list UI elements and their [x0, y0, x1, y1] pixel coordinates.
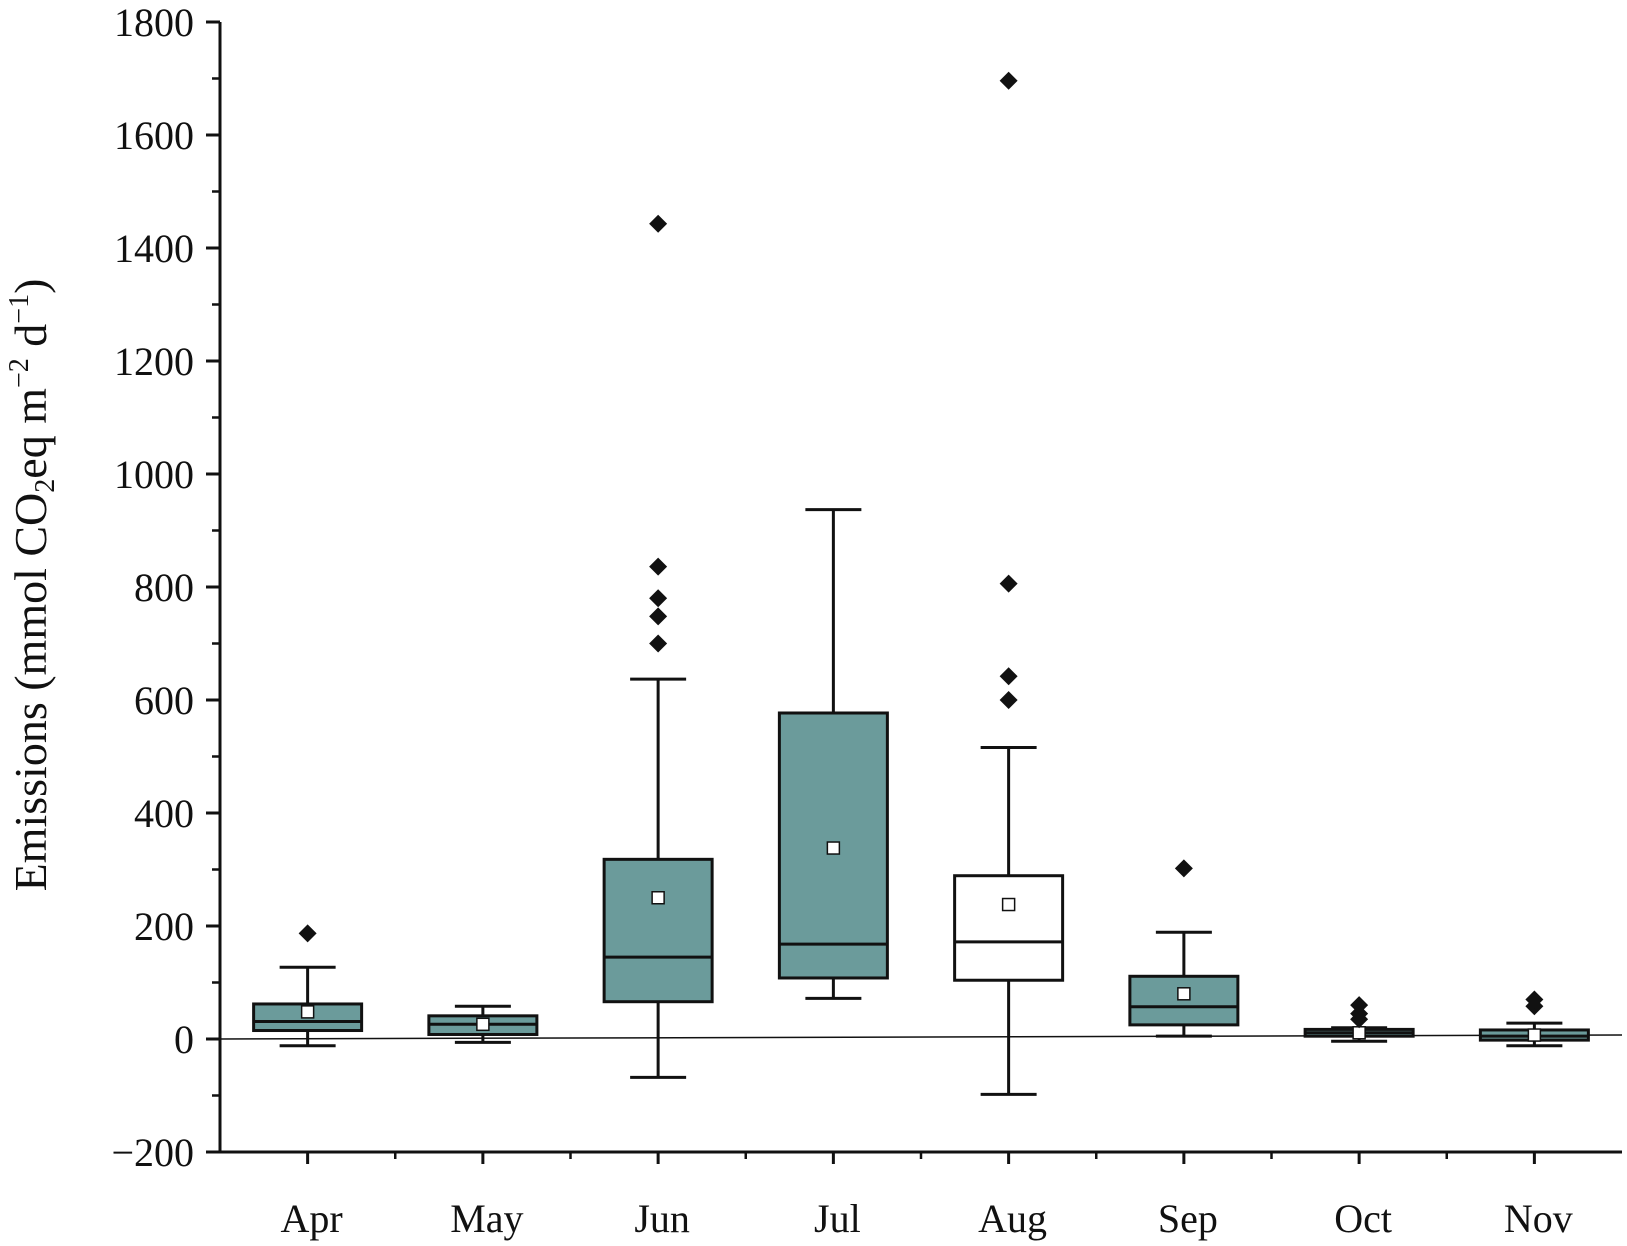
y-tick-label: 1200 [114, 339, 194, 384]
y-axis-title-sup2: −1 [4, 294, 35, 324]
x-tick-label: Apr [281, 1196, 343, 1241]
box-apr [252, 924, 364, 1048]
svg-text:Emissions (mmol CO2eq m−2 d−1): Emissions (mmol CO2eq m−2 d−1) [4, 279, 61, 892]
outlier-point [649, 634, 668, 653]
x-tick-label: Jun [634, 1196, 690, 1241]
outlier-point [1350, 996, 1369, 1015]
outlier-point [1525, 990, 1544, 1009]
mean-marker [1177, 987, 1191, 1001]
outlier-point [999, 71, 1018, 90]
y-tick-label: 1600 [114, 113, 194, 158]
outlier-point [649, 214, 668, 233]
y-axis-title-sub: 2 [30, 479, 61, 493]
y-axis-title-sup1: −2 [4, 358, 35, 388]
box-jul [777, 508, 889, 1000]
mean-marker [651, 891, 665, 905]
plot-area: −200 0 200 400 600 800 1000 1200 1400 1600 1800 Apr… [111, 0, 1623, 1241]
y-tick-label: 400 [134, 791, 194, 836]
x-tick-label: May [450, 1196, 523, 1241]
outlier-point [999, 691, 1018, 709]
box-oct [1303, 996, 1415, 1043]
box-iqr [1128, 974, 1240, 1027]
box-sep [1128, 859, 1240, 1038]
mean-marker [476, 1017, 490, 1032]
box-iqr [953, 874, 1065, 982]
mean-marker [300, 1005, 315, 1019]
y-tick-label: −200 [111, 1130, 194, 1175]
y-tick-label: 1400 [114, 226, 194, 271]
y-axis-title-prefix: Emissions (mmol CO [5, 493, 56, 892]
y-tick-label: 600 [134, 678, 194, 723]
box-may [427, 1004, 539, 1044]
outlier-point [649, 607, 668, 626]
outlier-point [649, 557, 668, 576]
outlier-point [298, 924, 317, 943]
box-iqr [602, 857, 714, 1004]
y-axis-title: Emissions (mmol CO2eq m−2 d−1) [4, 279, 61, 892]
x-tick-label: Oct [1334, 1196, 1392, 1241]
mean-marker [1001, 897, 1016, 912]
y-tick-label: 1000 [114, 452, 194, 497]
y-axis-title-middle2: d [5, 324, 56, 359]
outlier-point [649, 589, 668, 608]
box-aug [953, 71, 1065, 1096]
mean-marker [1527, 1028, 1542, 1042]
x-tick-label: Aug [978, 1196, 1047, 1241]
y-axis-title-middle: eq m [5, 388, 56, 479]
box-nov [1478, 990, 1590, 1048]
y-tick-label: 1800 [114, 0, 194, 45]
y-tick-label: 800 [134, 565, 194, 610]
mean-marker [826, 841, 841, 855]
outlier-point [1174, 859, 1193, 878]
mean-marker [1352, 1026, 1366, 1040]
outlier-point [999, 574, 1018, 593]
y-axis-title-suffix: ) [5, 279, 56, 294]
outlier-point [999, 667, 1018, 686]
box-jun [602, 214, 714, 1079]
x-tick-label: Sep [1158, 1196, 1218, 1241]
y-tick-label: 0 [174, 1017, 194, 1062]
x-tick-label: Jul [814, 1196, 861, 1241]
x-tick-label: Nov [1504, 1196, 1573, 1241]
y-tick-label: 200 [134, 904, 194, 949]
